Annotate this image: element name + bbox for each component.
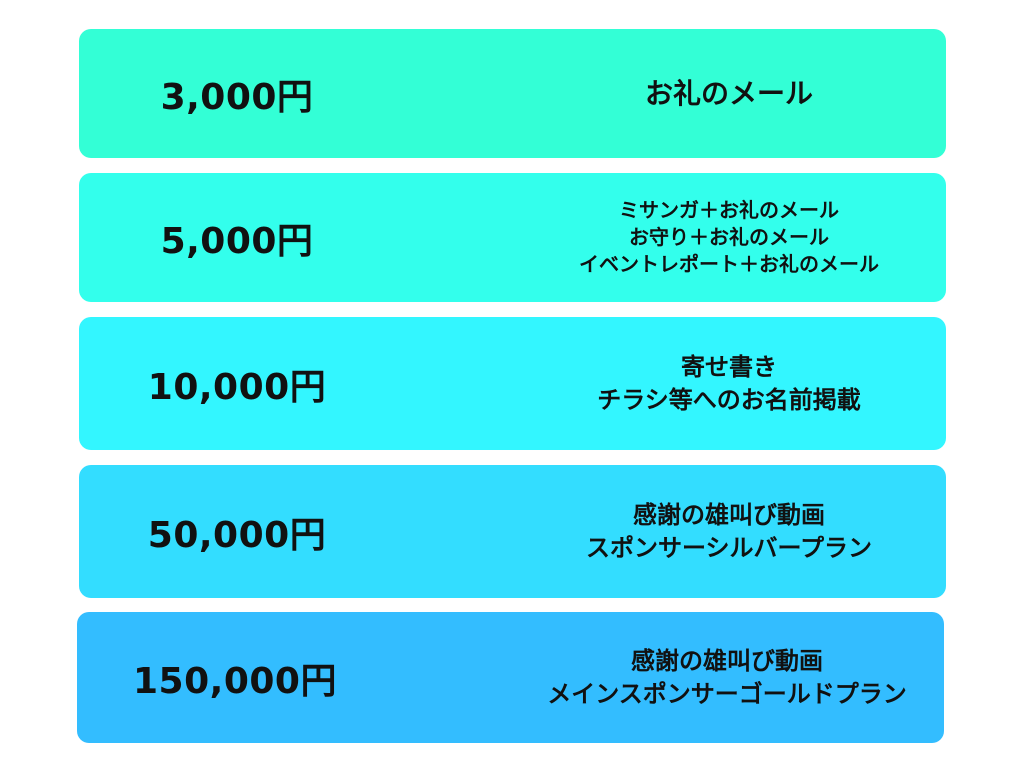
tier-rewards: 感謝の雄叫び動画 メインスポンサーゴールドプラン <box>497 645 957 710</box>
tier-card-150000: 150,000円 感謝の雄叫び動画 メインスポンサーゴールドプラン <box>77 612 944 743</box>
reward-line: メインスポンサーゴールドプラン <box>547 679 907 708</box>
reward-line: お礼のメール <box>644 76 813 110</box>
reward-line: 寄せ書き <box>681 353 777 382</box>
reward-line: チラシ等へのお名前掲載 <box>597 385 861 414</box>
tier-price: 5,000円 <box>160 220 314 262</box>
tier-price: 10,000円 <box>147 366 327 408</box>
tier-card-5000: 5,000円 ミサンガ＋お礼のメール お守り＋お礼のメール イベントレポート＋お… <box>79 173 946 302</box>
tier-rewards: 感謝の雄叫び動画 スポンサーシルバープラン <box>499 499 959 564</box>
tier-rewards: 寄せ書き チラシ等へのお名前掲載 <box>499 351 959 416</box>
reward-line: 感謝の雄叫び動画 <box>633 501 825 530</box>
tier-card-10000: 10,000円 寄せ書き チラシ等へのお名前掲載 <box>79 317 946 450</box>
reward-line: 感謝の雄叫び動画 <box>631 647 823 676</box>
tier-card-3000: 3,000円 お礼のメール <box>79 29 946 158</box>
reward-line: お守り＋お礼のメール <box>629 225 829 249</box>
tier-card-50000: 50,000円 感謝の雄叫び動画 スポンサーシルバープラン <box>79 465 946 598</box>
tier-price: 50,000円 <box>147 514 327 556</box>
tier-price: 3,000円 <box>160 76 314 118</box>
tier-rewards: お礼のメール <box>499 75 959 113</box>
reward-line: イベントレポート＋お礼のメール <box>579 252 879 276</box>
reward-line: ミサンガ＋お礼のメール <box>619 198 839 222</box>
tier-price: 150,000円 <box>133 660 337 702</box>
reward-line: スポンサーシルバープラン <box>585 533 873 562</box>
tier-rewards: ミサンガ＋お礼のメール お守り＋お礼のメール イベントレポート＋お礼のメール <box>499 197 959 278</box>
